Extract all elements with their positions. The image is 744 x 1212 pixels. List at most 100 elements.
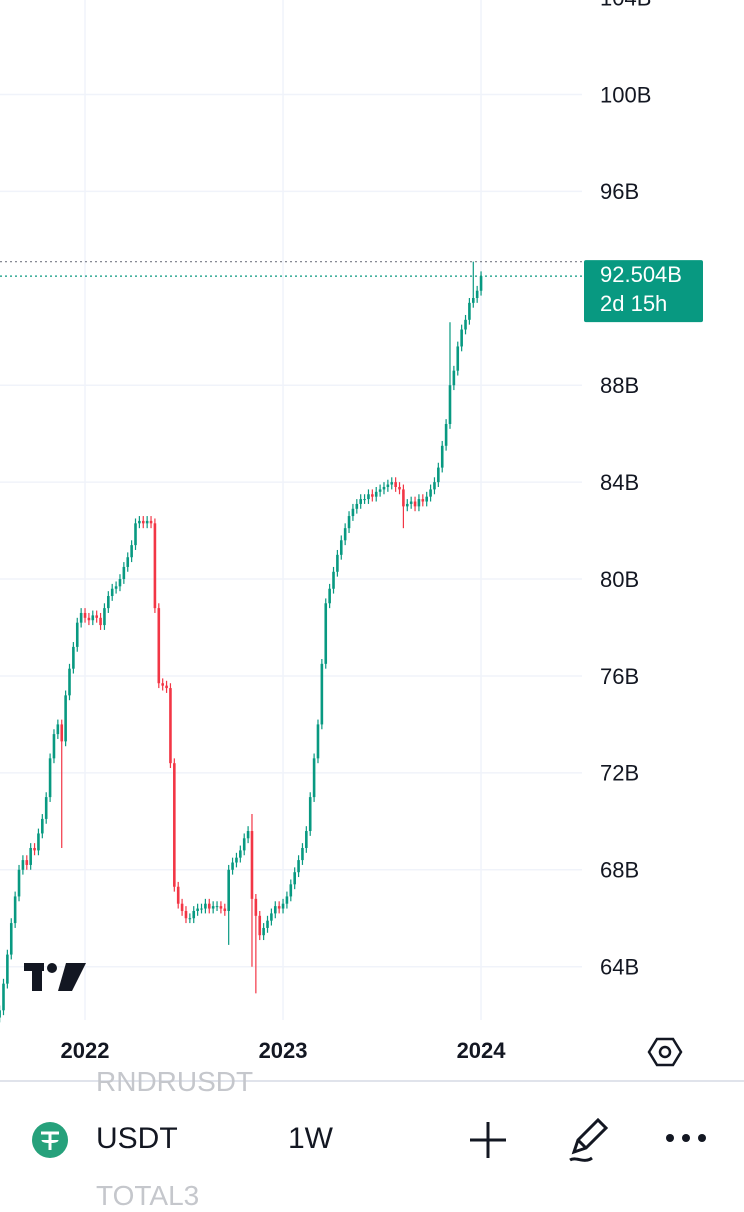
candle-body — [270, 913, 273, 921]
candle-body — [223, 908, 227, 911]
candle-body — [134, 523, 137, 546]
candle-body — [196, 908, 199, 911]
candle-body — [312, 758, 316, 798]
candle-body — [2, 983, 5, 1011]
symbol-list-below[interactable]: TOTAL3 — [96, 1180, 200, 1211]
candle-body — [114, 586, 118, 589]
candle-body — [33, 847, 36, 851]
candle-body — [211, 906, 215, 909]
y-tick-label: 68B — [600, 858, 639, 883]
candle-body — [425, 496, 428, 502]
candle-body — [277, 906, 281, 909]
price-label-box — [584, 260, 703, 323]
candle-body — [242, 838, 246, 851]
drawing-button[interactable] — [562, 1114, 612, 1164]
y-tick-label: 80B — [600, 567, 639, 592]
candle-body — [254, 898, 258, 916]
candle-body — [394, 482, 397, 487]
y-tick-label: 88B — [600, 373, 639, 398]
interval[interactable]: 1W — [288, 1122, 333, 1155]
candle-body — [204, 903, 207, 909]
candle-body — [320, 663, 324, 725]
candle-body — [293, 872, 296, 885]
candle-body — [429, 489, 432, 497]
candle-body — [176, 886, 180, 904]
tradingview-logo — [24, 963, 86, 991]
candle-body — [417, 499, 421, 507]
candle-body — [79, 612, 83, 623]
candle-body — [479, 276, 483, 291]
candle-body — [437, 467, 440, 483]
candle-body — [359, 499, 362, 504]
price-label: 92.504B — [600, 262, 682, 287]
candle-body — [118, 579, 122, 587]
candle-body — [13, 896, 17, 924]
candle-body — [246, 831, 250, 839]
candle-body — [363, 499, 366, 501]
candle-body — [99, 617, 102, 626]
candle-body — [83, 612, 87, 618]
candle-body — [460, 329, 463, 347]
candle-body — [200, 908, 203, 910]
candle-body — [336, 554, 339, 572]
candle-body — [153, 523, 157, 609]
candle-body — [405, 503, 409, 507]
candle-body — [207, 903, 211, 909]
candle-body — [258, 915, 262, 936]
candle-body — [219, 906, 223, 909]
candle-body — [52, 734, 56, 759]
candle-body — [72, 646, 75, 669]
candle-body — [141, 520, 145, 524]
candle-body — [87, 617, 91, 621]
candle-body — [351, 508, 355, 517]
candle-body — [386, 484, 390, 487]
candle-body — [130, 545, 133, 558]
candle-body — [169, 688, 172, 764]
candle-body — [448, 385, 452, 424]
candle-body — [157, 608, 161, 684]
y-tick-label: 76B — [600, 664, 639, 689]
candle-body — [95, 615, 98, 618]
candle-body — [409, 501, 413, 504]
candle-body — [0, 1010, 1, 1018]
candle-body — [289, 884, 293, 897]
add-button[interactable] — [466, 1118, 510, 1162]
y-tick-label: 64B — [600, 955, 639, 980]
candle-body — [316, 724, 320, 759]
candle-body — [192, 910, 196, 919]
more-button[interactable] — [664, 1128, 708, 1148]
candle-body — [339, 540, 343, 555]
candle-body — [44, 797, 48, 819]
candle-body — [9, 923, 13, 955]
countdown: 2d 15h — [600, 291, 667, 316]
x-tick-label: 2022 — [61, 1038, 110, 1063]
candle-body — [231, 862, 234, 870]
candle-body — [456, 346, 460, 371]
symbol-list-above[interactable]: RNDRUSDT — [96, 1066, 254, 1097]
candle-body — [332, 571, 335, 589]
candle-body — [215, 906, 219, 908]
candle-body — [122, 566, 126, 580]
candle-body — [165, 685, 168, 689]
candle-body — [328, 588, 331, 604]
candle-body — [398, 486, 401, 490]
candle-body — [239, 850, 242, 858]
candle-body — [305, 831, 308, 848]
candle-body — [382, 486, 386, 490]
candle-body — [433, 482, 436, 490]
candle-body — [75, 622, 79, 647]
candle-body — [464, 319, 467, 330]
symbol[interactable]: USDT — [96, 1122, 178, 1155]
candle-body — [29, 847, 32, 865]
candle-body — [107, 596, 110, 609]
candle-body — [64, 695, 67, 742]
candle-body — [367, 494, 370, 500]
candle-body — [138, 520, 141, 524]
candle-body — [440, 445, 444, 468]
candle-body — [371, 494, 374, 497]
candle-body — [48, 758, 52, 798]
settings-icon[interactable] — [647, 1037, 683, 1067]
candle-body — [145, 520, 149, 524]
y-tick-label: 100B — [600, 82, 651, 107]
